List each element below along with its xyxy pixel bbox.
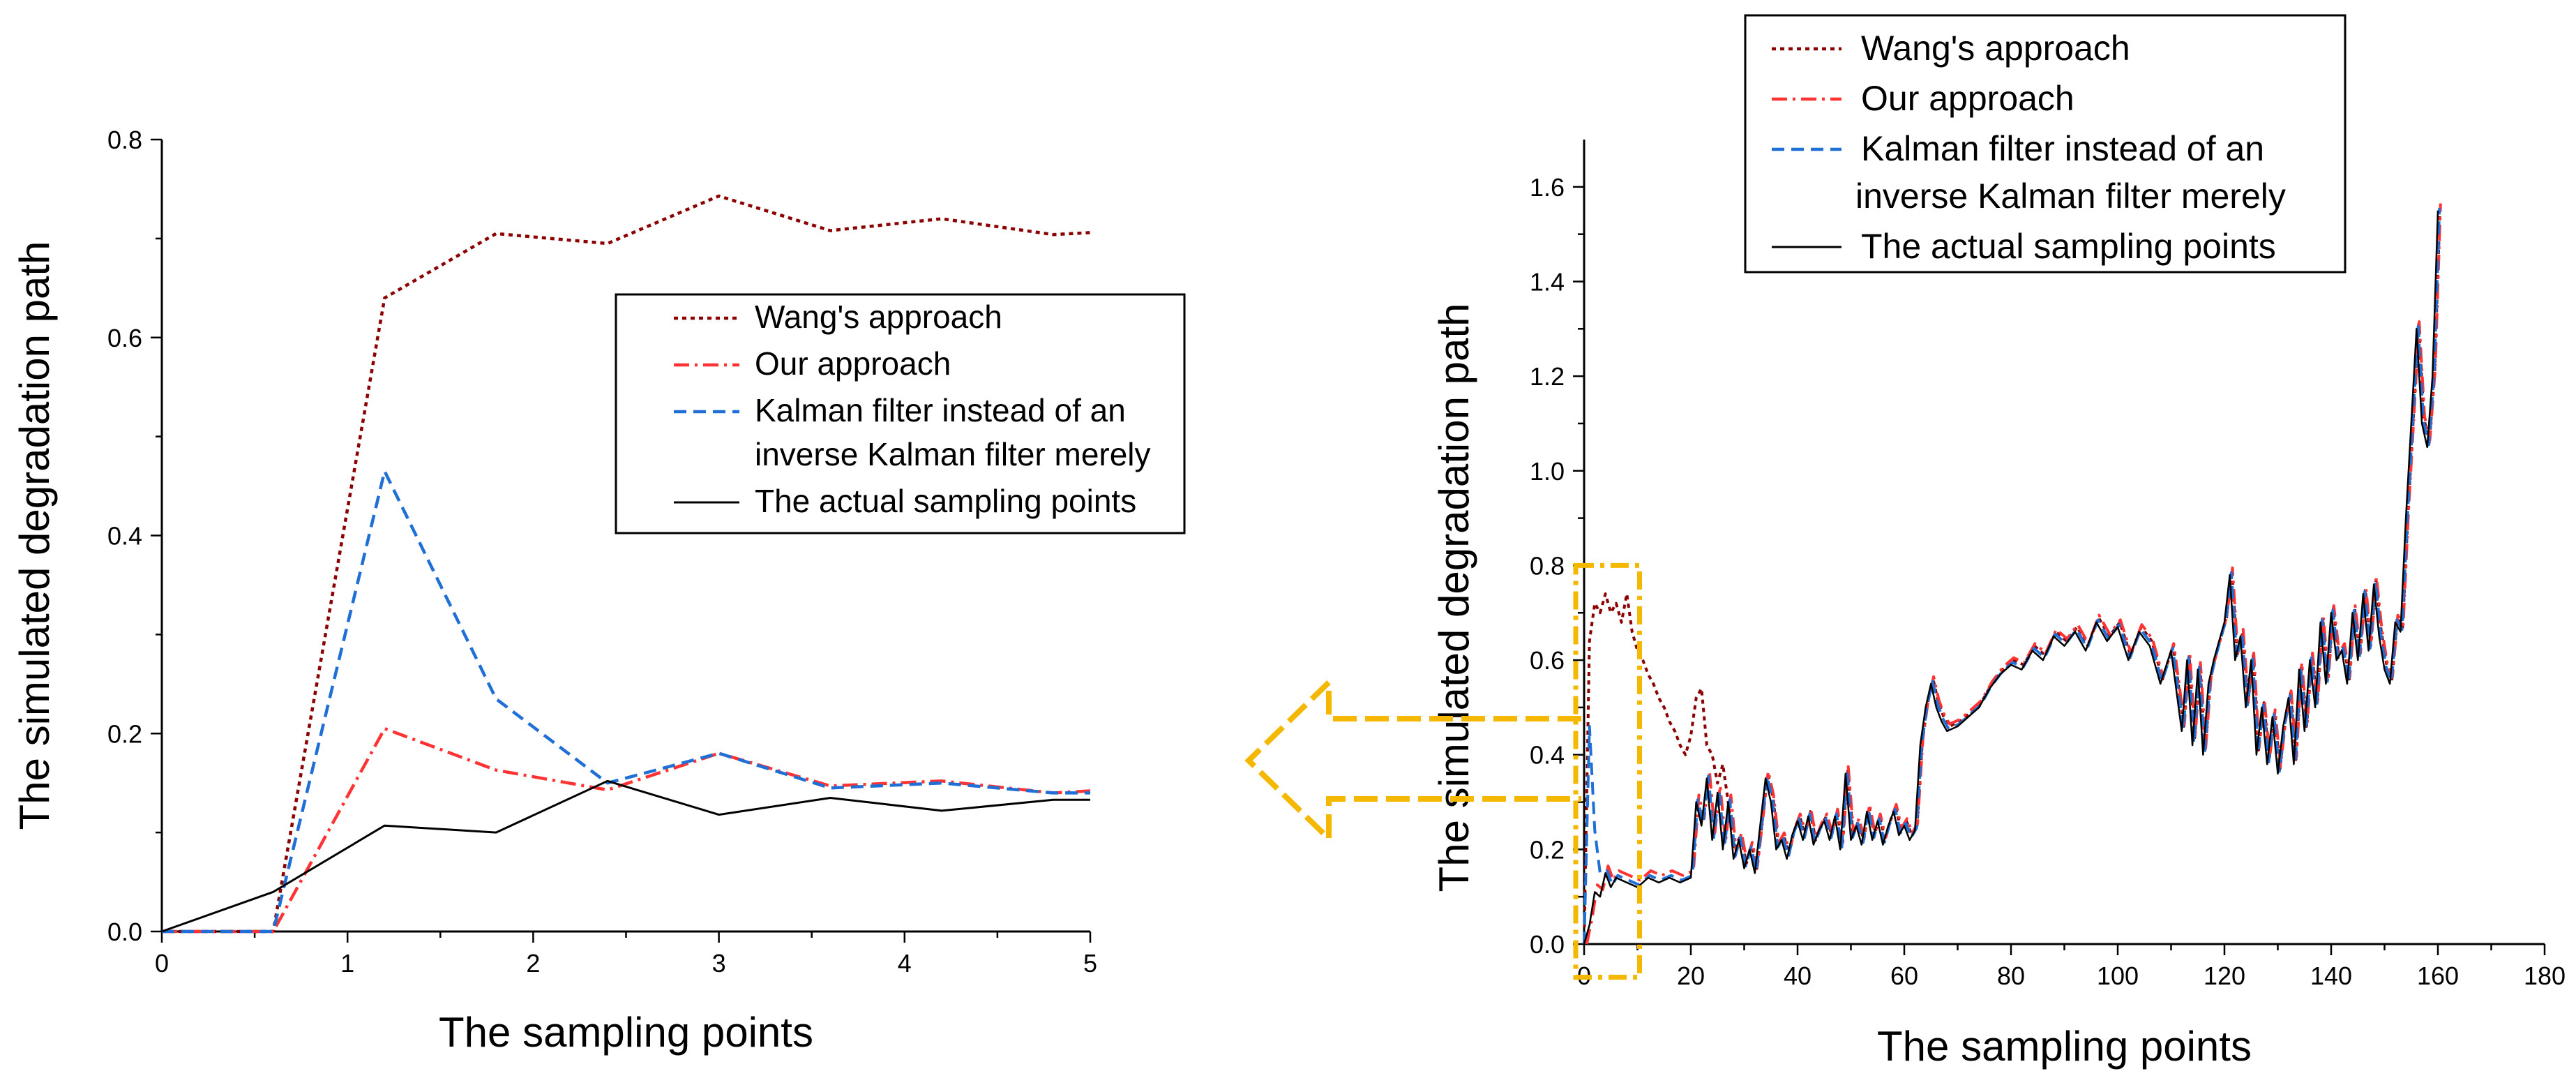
legend-box: [1744, 14, 2347, 274]
y-tick-label: 1.0: [1530, 457, 1565, 486]
y-tick-label: 0.2: [107, 719, 142, 748]
legend-label: Wang's approach: [755, 299, 1002, 335]
y-tick-label: 0.0: [107, 918, 142, 946]
legend-label: Our approach: [1861, 79, 2074, 118]
x-tick-label: 100: [2097, 961, 2139, 990]
y-tick-label: 0.6: [107, 324, 142, 352]
x-tick-label: 4: [898, 949, 912, 978]
left-arrow-outline: [1244, 675, 1581, 846]
y-tick-label: 1.4: [1530, 267, 1565, 296]
legend-box: [615, 293, 1186, 534]
x-tick-label: 1: [340, 949, 354, 978]
x-tick-label: 160: [2417, 961, 2459, 990]
legend-label: The actual sampling points: [755, 483, 1136, 519]
x-tick-label: 2: [526, 949, 540, 978]
series-ours-line: [162, 726, 1091, 934]
x-tick-label: 40: [1784, 961, 1812, 990]
x-tick-label: 3: [712, 949, 726, 978]
series-wang-line: [162, 194, 1091, 934]
y-tick-label: 0.2: [1530, 835, 1565, 864]
legend-label: Our approach: [755, 345, 951, 382]
y-tick-label: 0.8: [107, 126, 142, 154]
y-axis-title: The simulated degradation path: [11, 241, 58, 830]
y-tick-label: 1.2: [1530, 362, 1565, 391]
y-tick-label: 1.6: [1530, 173, 1565, 202]
left-chart: 0 1 2 3 4 5 0.0 0.2 0.4 0.6 0.8 The sampling points…: [11, 126, 1186, 1056]
x-tick-label: 180: [2524, 961, 2566, 990]
y-tick-label: 0.4: [1530, 741, 1565, 770]
legend-label: inverse Kalman filter merely: [1855, 177, 2286, 216]
legend-label: Kalman filter instead of an: [755, 392, 1126, 428]
x-tick-label: 0: [155, 949, 169, 978]
series-actual-line: [1583, 210, 2439, 945]
legend-label: inverse Kalman filter merely: [755, 436, 1151, 472]
x-tick-label: 120: [2204, 961, 2245, 990]
legend-label: Kalman filter instead of an: [1861, 129, 2264, 168]
y-tick-label: 0.8: [1530, 551, 1565, 580]
legend-label: The actual sampling points: [1861, 227, 2276, 266]
y-axis-title: The simulated degradation path: [1431, 304, 1477, 892]
x-tick-label: 60: [1890, 961, 1918, 990]
series-ours-line: [1585, 203, 2442, 945]
x-axis-title: The sampling points: [439, 1009, 813, 1056]
left-arrow-icon: [1244, 675, 1581, 846]
right-chart: 0 20 40 60 80 100 120 140 160 1800.00.20.40.60.81…: [1431, 14, 2566, 1070]
x-tick-label: 80: [1997, 961, 2025, 990]
series-actual-line: [161, 779, 1090, 933]
y-tick-label: 0.4: [107, 522, 142, 551]
zoom-region-box: [1573, 562, 1642, 980]
x-tick-label: 140: [2310, 961, 2352, 990]
y-tick-label: 0.0: [1530, 930, 1565, 959]
x-tick-label: 20: [1677, 961, 1705, 990]
x-axis-title: The sampling points: [1877, 1023, 2252, 1070]
y-tick-label: 0.6: [1530, 646, 1565, 675]
x-tick-label: 5: [1083, 949, 1097, 978]
series-kalman-line: [162, 470, 1090, 934]
legend-label: Wang's approach: [1861, 29, 2130, 68]
